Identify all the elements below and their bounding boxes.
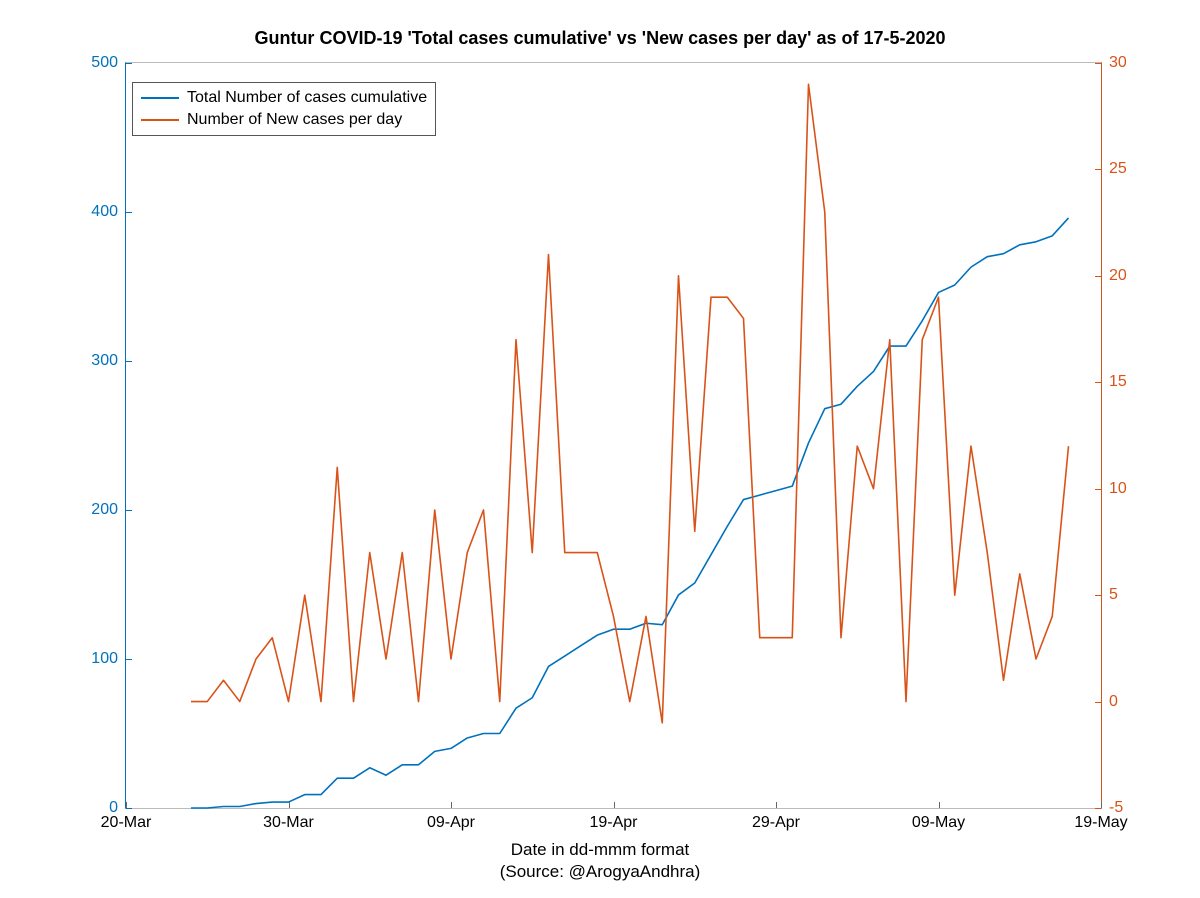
chart-title: Guntur COVID-19 'Total cases cumulative'…: [0, 28, 1200, 49]
legend: Total Number of cases cumulative Number …: [132, 82, 436, 136]
y1-tick-label: 100: [91, 650, 118, 668]
plot-area: 0100200300400500-505101520253020-Mar30-M…: [125, 62, 1102, 809]
x-tick-label: 19-May: [1074, 814, 1127, 832]
x-tick-label: 30-Mar: [263, 814, 314, 832]
legend-item-new: Number of New cases per day: [141, 109, 427, 131]
y2-tick-label: 30: [1109, 54, 1127, 72]
legend-label-cumulative: Total Number of cases cumulative: [187, 89, 427, 107]
series-cumulative: [191, 218, 1069, 808]
x-axis-label-line1: Date in dd-mmm format: [511, 840, 690, 859]
y2-tick-label: 15: [1109, 373, 1127, 391]
series-new_per_day: [191, 84, 1069, 723]
y2-tick-label: 0: [1109, 693, 1118, 711]
y1-tick-label: 300: [91, 352, 118, 370]
x-axis-label: Date in dd-mmm format (Source: @ArogyaAn…: [0, 839, 1200, 883]
chart-container: Guntur COVID-19 'Total cases cumulative'…: [0, 0, 1200, 898]
legend-label-new: Number of New cases per day: [187, 111, 402, 129]
y2-tick-label: 20: [1109, 267, 1127, 285]
y2-tick-label: 25: [1109, 160, 1127, 178]
x-tick-label: 19-Apr: [589, 814, 637, 832]
y1-tick-label: 200: [91, 501, 118, 519]
legend-line-cumulative: [141, 97, 179, 99]
legend-item-cumulative: Total Number of cases cumulative: [141, 87, 427, 109]
x-tick-label: 09-Apr: [427, 814, 475, 832]
y1-tick-label: 400: [91, 203, 118, 221]
y2-tick-label: 5: [1109, 586, 1118, 604]
y2-tick-label: 10: [1109, 480, 1127, 498]
chart-lines-svg: [126, 63, 1101, 808]
x-tick-label: 29-Apr: [752, 814, 800, 832]
y1-tick-label: 500: [91, 54, 118, 72]
legend-line-new: [141, 119, 179, 121]
x-tick-label: 09-May: [912, 814, 965, 832]
x-tick-label: 20-Mar: [101, 814, 152, 832]
x-axis-label-line2: (Source: @ArogyaAndhra): [500, 862, 701, 881]
